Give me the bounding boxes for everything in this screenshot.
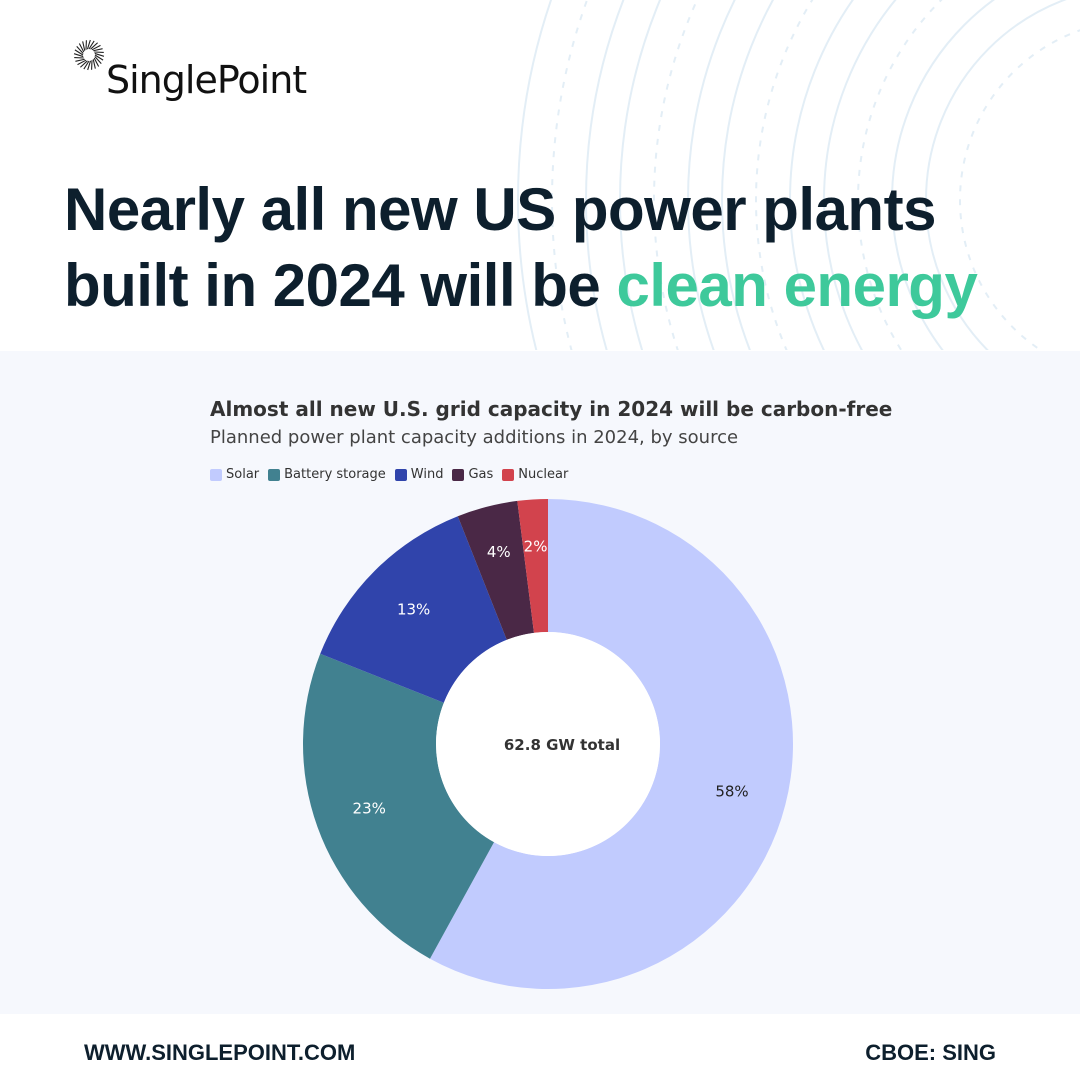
center-total-label: 62.8 GW total: [504, 736, 620, 754]
slice-data-label: 58%: [715, 782, 748, 800]
sunburst-ray: [87, 60, 92, 71]
sunburst-ray: [83, 60, 90, 70]
sunburst-ray: [86, 39, 91, 50]
legend-label: Battery storage: [284, 467, 386, 482]
sunburst-ray: [75, 58, 85, 62]
sunburst-ray: [73, 53, 84, 58]
sunburst-ray: [78, 43, 85, 53]
chart-legend: Solar Battery storage Wind Gas Nuclear: [210, 467, 568, 482]
sunburst-ray: [80, 60, 88, 68]
donut-slice: [517, 499, 548, 633]
sunburst-icon: [73, 39, 105, 71]
sunburst-ray: [92, 59, 96, 69]
legend-swatch: [502, 468, 515, 481]
footer-website: WWW.SINGLEPOINT.COM: [84, 1040, 356, 1065]
legend-label: Wind: [410, 467, 444, 482]
singlepoint-logo: SinglePoint: [72, 38, 332, 108]
slice-data-label: 13%: [397, 601, 430, 619]
slice-data-label: 2%: [524, 537, 548, 555]
sunburst-ray: [91, 44, 101, 51]
legend-item: Nuclear: [502, 467, 568, 482]
page-headline: Nearly all new US power plants built in …: [64, 172, 1044, 324]
chart-title: Almost all new U.S. grid capacity in 202…: [210, 397, 893, 421]
chart-subtitle: Planned power plant capacity additions i…: [210, 427, 739, 448]
legend-label: Nuclear: [518, 467, 569, 482]
sunburst-ray: [93, 48, 103, 52]
slice-data-label: 23%: [353, 799, 386, 817]
footer-ticker: CBOE: SING: [865, 1040, 996, 1065]
donut-slice: [429, 499, 793, 989]
donut-chart: 58% 23% 13% 4% 2% 62.8 GW total: [302, 499, 793, 989]
donut-hole: [436, 632, 660, 856]
sunburst-ray: [94, 52, 105, 57]
chart-panel: Almost all new U.S. grid capacity in 202…: [0, 351, 1080, 1014]
sunburst-ray: [82, 41, 86, 51]
sunburst-ray: [77, 59, 87, 66]
sunburst-ray: [93, 57, 100, 67]
legend-swatch: [268, 468, 281, 481]
legend-item: Gas: [452, 467, 493, 482]
legend-label: Gas: [468, 467, 494, 482]
donut-slice: [302, 653, 495, 959]
legend-item: Wind: [394, 467, 444, 482]
sunburst-ray: [90, 42, 98, 50]
legend-swatch: [210, 468, 222, 481]
legend-swatch: [394, 468, 407, 481]
slice-data-label: 4%: [487, 543, 511, 561]
donut-slice: [457, 500, 534, 640]
legend-swatch: [452, 468, 465, 481]
sunburst-ray: [94, 54, 104, 61]
headline-accent: clean energy: [616, 252, 978, 319]
brand-name: SinglePoint: [106, 58, 307, 102]
sunburst-ray: [88, 40, 95, 50]
sunburst-ray: [76, 46, 84, 54]
sunburst-ray: [94, 56, 102, 64]
sunburst-ray: [74, 49, 84, 56]
legend-item: Solar: [210, 467, 259, 482]
headline-main: Nearly all new US power plants built in …: [64, 176, 936, 319]
legend-item: Battery storage: [268, 467, 386, 482]
legend-label: Solar: [226, 467, 260, 482]
donut-slice: [320, 516, 507, 703]
